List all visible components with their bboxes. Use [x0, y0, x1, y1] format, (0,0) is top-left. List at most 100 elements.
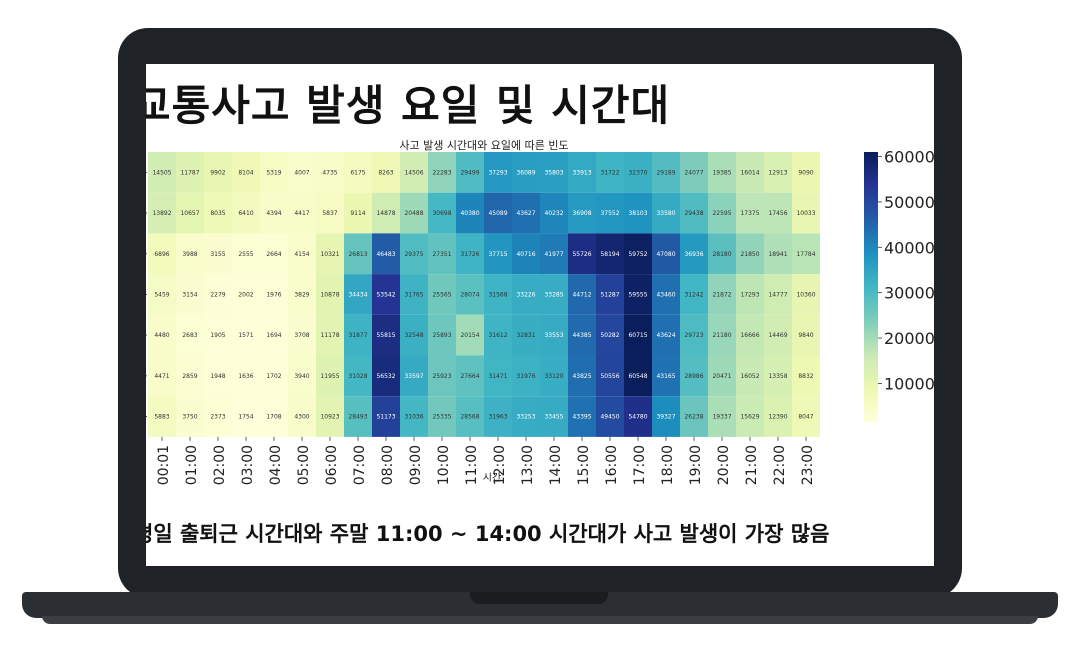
cell-value-label: 55815	[376, 332, 395, 339]
cell-value-label: 50282	[600, 332, 619, 339]
heatmap-cell	[764, 233, 792, 275]
cell-value-label: 14878	[376, 210, 395, 217]
x-tick-label: 17:00	[632, 445, 648, 485]
cell-value-label: 5837	[322, 210, 337, 217]
slide-caption: 평일 출퇴근 시간대와 주말 11:00 ~ 14:00 시간대가 사고 발생이…	[146, 522, 830, 546]
heatmap-cell	[680, 314, 708, 356]
cell-value-label: 8047	[798, 414, 813, 421]
heatmap-cell	[260, 396, 288, 437]
heatmap-cell	[596, 233, 624, 275]
cell-value-label: 54780	[628, 414, 647, 421]
cell-value-label: 4007	[294, 169, 309, 176]
heatmap-cell	[764, 192, 792, 234]
heatmap-cell	[764, 152, 792, 193]
heatmap-cell	[428, 192, 456, 234]
cell-value-label: 15629	[740, 414, 759, 421]
cell-value-label: 33285	[544, 291, 563, 298]
heatmap-cell	[316, 152, 344, 193]
cell-value-label: 29375	[404, 251, 423, 258]
cell-value-label: 16014	[740, 169, 759, 176]
x-tick-label: 01:00	[184, 445, 200, 485]
cell-value-label: 37293	[488, 169, 507, 176]
heatmap-cell	[372, 314, 400, 356]
cell-value-label: 39327	[656, 414, 675, 421]
heatmap-cell	[232, 233, 260, 275]
heatmap-cell	[540, 274, 568, 315]
cell-value-label: 4417	[294, 210, 309, 217]
heatmap-cell	[736, 274, 764, 315]
heatmap-cell	[400, 274, 428, 315]
cell-value-label: 40232	[544, 210, 563, 217]
cell-value-label: 1694	[266, 332, 281, 339]
cell-value-label: 13892	[152, 210, 171, 217]
heatmap-cell	[680, 192, 708, 234]
cell-value-label: 10923	[320, 414, 339, 421]
heatmap-cell	[484, 396, 512, 437]
cell-value-label: 33913	[572, 169, 591, 176]
laptop-base-shadow	[42, 616, 1038, 624]
heatmap-cell	[680, 396, 708, 437]
cell-value-label: 17375	[740, 210, 759, 217]
heatmap-cell	[288, 314, 316, 356]
heatmap-cell	[624, 274, 652, 315]
heatmap-cell	[624, 396, 652, 437]
cell-value-label: 10878	[320, 291, 339, 298]
cell-value-label: 4735	[322, 169, 337, 176]
cell-value-label: 3829	[294, 291, 309, 298]
cell-value-label: 35803	[544, 169, 563, 176]
cell-value-label: 31722	[600, 169, 619, 176]
cell-value-label: 31726	[460, 251, 479, 258]
heatmap-cell	[792, 396, 820, 437]
cell-value-label: 3750	[182, 414, 197, 421]
cell-value-label: 9114	[350, 210, 365, 217]
cell-value-label: 31028	[348, 373, 367, 380]
cell-value-label: 25565	[432, 291, 451, 298]
heatmap-cell	[764, 314, 792, 356]
heatmap-cell	[232, 152, 260, 193]
heatmap-cell	[204, 192, 232, 234]
heatmap-cell	[792, 152, 820, 193]
heatmap-cell	[596, 355, 624, 397]
heatmap-cell	[652, 355, 680, 397]
heatmap-cell	[288, 233, 316, 275]
heatmap-cell	[344, 152, 372, 193]
cell-value-label: 20471	[712, 373, 731, 380]
cell-value-label: 21872	[712, 291, 731, 298]
heatmap-cell	[484, 152, 512, 193]
slide-title: 교통사고 발생 요일 및 시간대	[146, 81, 671, 130]
heatmap-cell	[736, 233, 764, 275]
heatmap-cell	[736, 396, 764, 437]
heatmap-cell	[736, 355, 764, 397]
heatmap-cell	[652, 192, 680, 234]
heatmap-cell	[708, 396, 736, 437]
heatmap-cell	[316, 192, 344, 234]
cell-value-label: 28074	[460, 291, 479, 298]
heatmap-cell	[372, 152, 400, 193]
cell-value-label: 33455	[544, 414, 563, 421]
heatmap-cell	[540, 314, 568, 356]
cell-value-label: 31765	[404, 291, 423, 298]
heatmap-cell	[232, 396, 260, 437]
cell-value-label: 25335	[432, 414, 451, 421]
cell-value-label: 30698	[432, 210, 451, 217]
cell-value-label: 41977	[544, 251, 563, 258]
heatmap-cell	[708, 274, 736, 315]
cell-value-label: 21850	[740, 251, 759, 258]
heatmap-cell	[540, 396, 568, 437]
x-tick-labels: 00:01 01:00 02:00 03:00 04:00 05:00 06:00 07:00…	[156, 436, 816, 485]
cell-value-label: 2373	[210, 414, 225, 421]
cell-value-label: 34434	[348, 291, 367, 298]
heatmap-cell	[372, 355, 400, 397]
heatmap-cell	[512, 314, 540, 356]
cell-value-label: 18941	[768, 251, 787, 258]
heatmap-cell	[512, 192, 540, 234]
cell-value-label: 47080	[656, 251, 675, 258]
heatmap-cell	[344, 274, 372, 315]
heatmap-cell	[624, 192, 652, 234]
cell-value-label: 16666	[740, 332, 759, 339]
heatmap-cell	[512, 355, 540, 397]
heatmap-cell	[764, 274, 792, 315]
cell-value-label: 51173	[376, 414, 395, 421]
heatmap-cell	[456, 152, 484, 193]
cell-value-label: 8035	[210, 210, 225, 217]
